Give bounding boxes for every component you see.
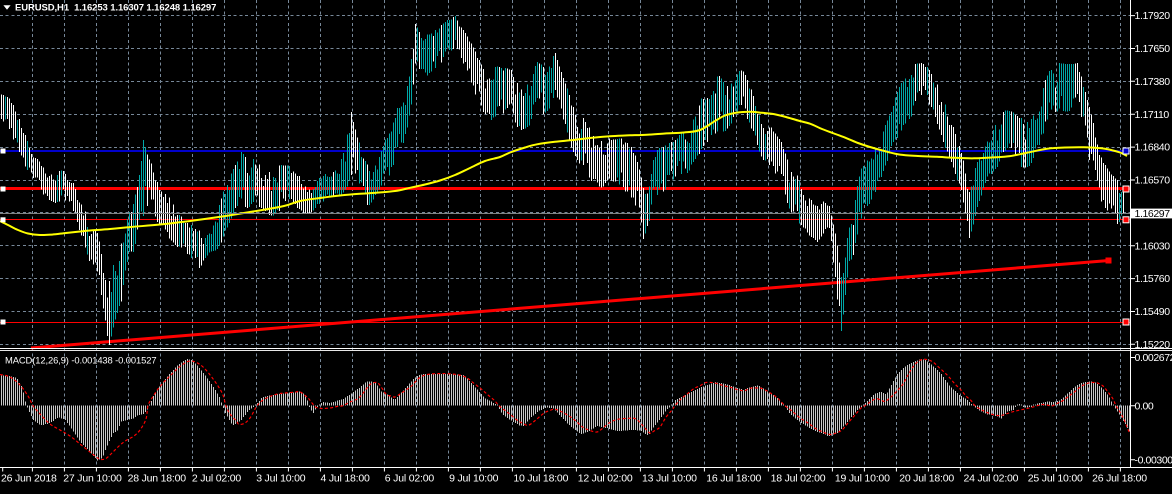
- svg-text:1.16570: 1.16570: [1135, 175, 1171, 187]
- svg-text:2 Jul 02:00: 2 Jul 02:00: [192, 473, 242, 485]
- svg-text:27 Jun 10:00: 27 Jun 10:00: [63, 473, 122, 485]
- svg-text:10 Jul 18:00: 10 Jul 18:00: [513, 473, 568, 485]
- svg-text:26 Jul 18:00: 26 Jul 18:00: [1092, 473, 1147, 485]
- svg-text:13 Jul 10:00: 13 Jul 10:00: [642, 473, 697, 485]
- svg-text:1.17380: 1.17380: [1135, 76, 1171, 88]
- svg-text:4 Jul 18:00: 4 Jul 18:00: [321, 473, 371, 485]
- svg-text:EURUSD,H1 1.16253 1.16307 1.1: EURUSD,H1 1.16253 1.16307 1.16248 1.1629…: [15, 3, 216, 14]
- svg-text:1.15220: 1.15220: [1135, 339, 1171, 351]
- svg-text:1.17110: 1.17110: [1135, 109, 1170, 121]
- svg-text:MACD(12,26,9) -0.001438 -0.001: MACD(12,26,9) -0.001438 -0.001527: [5, 355, 156, 366]
- svg-text:1.16840: 1.16840: [1135, 142, 1171, 154]
- svg-text:20 Jul 18:00: 20 Jul 18:00: [899, 473, 954, 485]
- svg-text:-0.003006: -0.003006: [1135, 454, 1172, 466]
- svg-text:25 Jul 10:00: 25 Jul 10:00: [1028, 473, 1083, 485]
- svg-text:12 Jul 02:00: 12 Jul 02:00: [578, 473, 633, 485]
- svg-text:1.17920: 1.17920: [1135, 10, 1171, 22]
- svg-text:3 Jul 10:00: 3 Jul 10:00: [256, 473, 306, 485]
- svg-text:24 Jul 02:00: 24 Jul 02:00: [964, 473, 1019, 485]
- svg-text:1.15760: 1.15760: [1135, 273, 1171, 285]
- svg-text:26 Jun 2018: 26 Jun 2018: [1, 473, 57, 485]
- svg-text:1.16030: 1.16030: [1135, 240, 1171, 252]
- svg-text:9 Jul 10:00: 9 Jul 10:00: [449, 473, 499, 485]
- svg-text:0.00: 0.00: [1135, 400, 1154, 412]
- svg-text:0.002672: 0.002672: [1135, 352, 1172, 364]
- svg-text:28 Jun 18:00: 28 Jun 18:00: [128, 473, 187, 485]
- svg-text:16 Jul 18:00: 16 Jul 18:00: [706, 473, 761, 485]
- svg-text:18 Jul 02:00: 18 Jul 02:00: [771, 473, 826, 485]
- svg-text:6 Jul 02:00: 6 Jul 02:00: [385, 473, 435, 485]
- svg-text:19 Jul 10:00: 19 Jul 10:00: [835, 473, 890, 485]
- svg-text:1.17650: 1.17650: [1135, 43, 1171, 55]
- svg-text:1.16297: 1.16297: [1135, 208, 1171, 220]
- svg-text:1.15490: 1.15490: [1135, 306, 1171, 318]
